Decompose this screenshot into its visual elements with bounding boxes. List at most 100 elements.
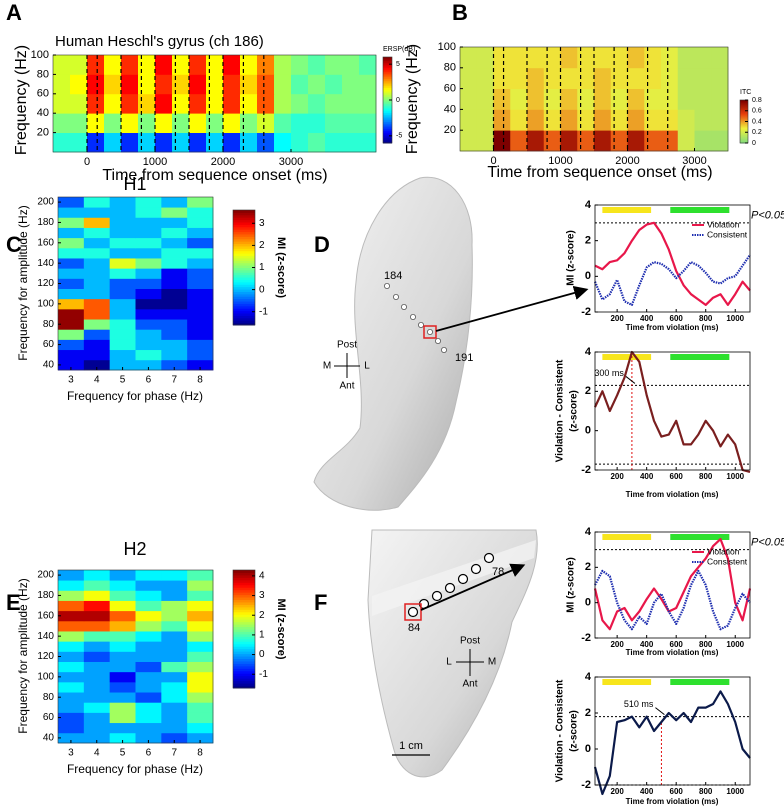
y-axis-label: Frequency (Hz) bbox=[404, 44, 421, 154]
y-tick-label: -2 bbox=[581, 464, 591, 476]
x-tick-label: 1000 bbox=[548, 155, 572, 167]
colorbar-slice bbox=[233, 313, 255, 316]
colorbar-slice bbox=[740, 118, 748, 121]
colorbar-slice bbox=[233, 675, 255, 679]
heatmap-cell bbox=[627, 88, 645, 110]
heatmap-cell bbox=[109, 349, 136, 361]
colorbar-tick-label: 0.8 bbox=[752, 97, 762, 104]
colorbar-slice bbox=[383, 110, 392, 114]
heatmap-cell bbox=[135, 651, 162, 662]
heatmap-cell bbox=[291, 113, 309, 133]
heatmap-cell bbox=[104, 74, 122, 95]
heatmap-cell bbox=[83, 570, 111, 581]
heatmap-cell bbox=[83, 319, 111, 330]
plot-frame bbox=[594, 204, 751, 313]
panel-label: C bbox=[6, 232, 22, 257]
y-axis-label: Frequency for amplitude (Hz) bbox=[16, 205, 30, 360]
heatmap-cell bbox=[83, 227, 111, 239]
heatmap-cell bbox=[53, 132, 71, 153]
arrow bbox=[420, 563, 526, 611]
heatmap-cell bbox=[135, 580, 162, 591]
colorbar-slice bbox=[383, 100, 392, 103]
x-tick-label: 800 bbox=[699, 787, 713, 796]
colorbar-slice bbox=[233, 616, 255, 620]
colorbar-slice bbox=[233, 212, 255, 216]
heatmap-cell bbox=[187, 359, 214, 371]
heatmap-cell bbox=[172, 74, 190, 95]
heatmap-cell bbox=[109, 580, 136, 591]
colorbar-slice bbox=[233, 601, 255, 605]
orientation-label: Post bbox=[460, 636, 480, 647]
legend-label: Violation bbox=[707, 219, 740, 229]
y-tick-label: 60 bbox=[43, 712, 55, 723]
colorbar-slice bbox=[383, 101, 392, 105]
heatmap-cell bbox=[161, 570, 188, 581]
colorbar-label: MI (z-score) bbox=[275, 237, 287, 298]
electrode-label: 84 bbox=[408, 622, 420, 634]
heatmap-cell bbox=[161, 712, 188, 724]
heatmap-cell bbox=[240, 74, 258, 95]
arrow bbox=[435, 285, 589, 332]
colorbar-slice bbox=[383, 91, 392, 94]
y-axis-label: Frequency for amplitude (Hz) bbox=[16, 578, 30, 733]
colorbar-slice bbox=[233, 653, 255, 657]
colorbar-tick-label: 0.6 bbox=[752, 108, 762, 115]
heatmap-cell bbox=[109, 692, 136, 703]
colorbar-slice bbox=[233, 267, 255, 271]
x-tick-label: 800 bbox=[699, 314, 713, 323]
colorbar-slice bbox=[383, 76, 392, 79]
heatmap-cell bbox=[223, 74, 241, 95]
heatmap-cell bbox=[58, 349, 85, 361]
heatmap-cell bbox=[161, 692, 188, 703]
heatmap-cell bbox=[187, 702, 214, 713]
heatmap-cell bbox=[58, 207, 85, 218]
heatmap-cell bbox=[83, 268, 111, 279]
colorbar-slice bbox=[233, 579, 255, 583]
heatmap-cell bbox=[610, 67, 628, 89]
heatmap-cell bbox=[135, 227, 162, 239]
annotation-label: 300 ms bbox=[594, 368, 624, 378]
heatmap-cell bbox=[187, 217, 214, 228]
colorbar-slice bbox=[233, 574, 255, 578]
colorbar-slice bbox=[740, 131, 748, 133]
heatmap-cell bbox=[83, 671, 111, 683]
orientation-label: L bbox=[364, 361, 370, 372]
heatmap-cell bbox=[109, 631, 136, 642]
stimulus-bar bbox=[670, 354, 730, 360]
heatmap-cell bbox=[83, 197, 111, 208]
colorbar-slice bbox=[383, 107, 392, 110]
panel-labels: A B C D E F bbox=[6, 0, 468, 615]
heatmap-cell bbox=[135, 661, 162, 673]
x-axis-label: Time from sequence onset (ms) bbox=[487, 164, 712, 181]
heatmap-cell bbox=[187, 570, 214, 581]
colorbar-slice bbox=[233, 286, 255, 290]
colorbar-slice bbox=[740, 100, 748, 102]
colorbar-slice bbox=[740, 125, 748, 128]
colorbar-slice bbox=[233, 631, 255, 635]
heatmap-cell bbox=[187, 651, 214, 662]
heatmap-cell bbox=[83, 237, 111, 249]
colorbar-slice bbox=[233, 606, 255, 610]
heatmap-cell bbox=[58, 288, 85, 300]
heatmap-cell bbox=[121, 74, 139, 95]
heatmap-cell bbox=[610, 130, 628, 152]
heatmap-cell bbox=[135, 681, 162, 693]
heatmap-cell bbox=[83, 732, 111, 744]
heatmap-cell bbox=[58, 712, 85, 724]
x-tick-label: 3 bbox=[68, 375, 74, 386]
heatmap-cell bbox=[135, 600, 162, 612]
panel-label: A bbox=[6, 0, 22, 25]
colorbar-slice bbox=[233, 310, 255, 314]
heatmap-cell bbox=[257, 93, 275, 114]
heatmap-cell bbox=[187, 197, 214, 208]
heatmap-cell bbox=[460, 88, 478, 110]
x-tick-label: 400 bbox=[640, 640, 654, 649]
orientation-label: L bbox=[446, 657, 452, 668]
heatmap-cell bbox=[493, 67, 511, 89]
heatmap-cell bbox=[83, 308, 111, 320]
electrode-label: 191 bbox=[455, 352, 473, 364]
heatmap-cell bbox=[83, 339, 111, 351]
scale-label: 1 cm bbox=[399, 740, 423, 752]
heatmap-cell bbox=[342, 93, 360, 114]
colorbar-slice bbox=[383, 116, 392, 119]
